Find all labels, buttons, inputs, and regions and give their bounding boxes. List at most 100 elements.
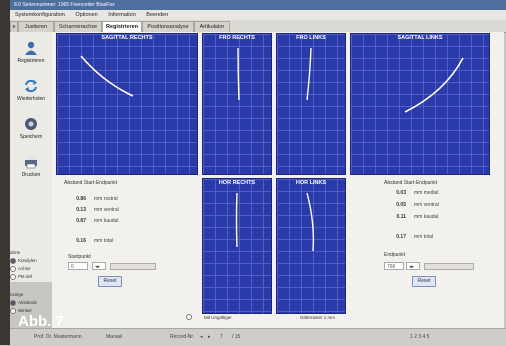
status-manual: Manuel [106, 334, 123, 340]
radio-kondylen[interactable] [10, 258, 16, 264]
left-row-total: 0.16 mm total [68, 238, 113, 244]
right-value-kaudal: 0.11 [396, 214, 406, 220]
startpunkt-field[interactable]: 0 [68, 262, 88, 270]
menu-information[interactable]: Information [108, 12, 136, 18]
plot-hor-rechts: HOR RECHTS [202, 178, 272, 314]
right-row-total: 0.17 mm total [388, 234, 433, 240]
tab-bar: e Justieren Scharnierachse Registrieren … [10, 20, 506, 33]
left-reset-button[interactable]: Reset [98, 276, 122, 287]
endpunkt-label: Endpunkt [384, 252, 406, 258]
save-icon [25, 118, 37, 130]
plot-title-fro-rechts: FRO RECHTS [219, 35, 255, 41]
radio-pkt-def[interactable] [10, 274, 16, 280]
startpunkt-slider[interactable] [110, 263, 156, 270]
startpunkt-label: Startpunkt [68, 254, 91, 260]
ungueltiger-label: Mit Ungültiger [204, 315, 232, 320]
right-row-kaudal: 0.11 mm kaudal [388, 214, 439, 220]
plot-sagittal-links: SAGITTAL LINKS [350, 33, 490, 175]
chevron-left-icon: ◂ [95, 264, 98, 270]
left-value-rostral: 0.86 [76, 196, 86, 202]
left-panel-header: Abstand Start-Endpunkt [64, 180, 118, 186]
registrieren-label: Registrieren [17, 58, 45, 64]
endpunkt-stepper[interactable]: ◂▸ [406, 262, 420, 270]
plot-title-fro-links: FRO LINKS [296, 35, 326, 41]
pkt-def-label: Pkt-def [18, 274, 33, 280]
repeat-icon [25, 79, 37, 93]
record-total: / 15 [232, 334, 241, 340]
option-abstaende[interactable]: Abstände [10, 300, 37, 306]
right-unit-kaudal: mm kaudal [414, 214, 439, 220]
person-icon [25, 41, 37, 55]
abstaende-label: Abstände [18, 300, 38, 306]
menu-systemkonfiguration[interactable]: Systemkonfiguration [15, 12, 65, 18]
right-panel-header: Abstand Start-Endpunkt [384, 180, 438, 186]
kondylen-label: Kondylen [18, 258, 37, 264]
trace-fro-rechts [237, 47, 240, 101]
window-title: 8.0 Seriennummer: 1065 Freecorder BlueFo… [14, 2, 115, 8]
right-row-medial: 0.03 mm medial [388, 190, 438, 196]
right-reset-button[interactable]: Reset [412, 276, 436, 287]
side-toolbar: Registrieren Wiederholen Speichern Druck… [10, 32, 52, 297]
record-value[interactable]: 7 [220, 334, 223, 340]
right-unit-medial: mm medial [414, 190, 439, 196]
left-unit-kaudal: mm kaudal [94, 218, 119, 224]
left-value-total: 0.16 [76, 238, 86, 244]
option-pkt-def[interactable]: Pkt-def [10, 274, 32, 280]
option-achse[interactable]: Achse [10, 266, 31, 272]
plot-sagittal-rechts: SAGITTAL RECHTS [56, 33, 198, 175]
plot-hor-links: HOR LINKS [276, 178, 346, 314]
wiederholen-button[interactable]: Wiederholen [10, 74, 52, 108]
tab-positionsanalyse[interactable]: Positionsanalyse [142, 21, 194, 32]
photo-edge [0, 0, 10, 345]
tab-registrieren[interactable]: Registrieren [102, 21, 142, 32]
option-winkel[interactable]: Winkel [10, 308, 32, 314]
menu-bar: Systemkonfiguration Optionen Information… [10, 10, 506, 20]
tab-artikulator[interactable]: Artikulator [194, 21, 230, 32]
registrieren-button[interactable]: Registrieren [10, 36, 52, 70]
right-value-medial: 0.03 [396, 190, 406, 196]
right-unit-ventral: mm ventral [414, 202, 439, 208]
right-value-ventral: 0.05 [396, 202, 406, 208]
toggle-ungueltiger[interactable] [186, 314, 194, 320]
trace-fro-links [306, 47, 312, 101]
endpunkt-slider[interactable] [424, 263, 474, 270]
grid-info-label: Gitterraster 1 mm [300, 315, 336, 320]
radio-winkel[interactable] [10, 308, 16, 314]
plot-fro-rechts: FRO RECHTS [202, 33, 272, 175]
left-row-kaudal: 0.87 mm kaudal [68, 218, 118, 224]
checkbox-ungueltiger[interactable] [186, 314, 192, 320]
winkel-label: Winkel [18, 308, 32, 314]
startpunkt-stepper[interactable]: ◂▸ [92, 262, 106, 270]
figure-label: Abb. 7 [18, 313, 64, 330]
tab-justieren[interactable]: Justieren [18, 21, 54, 32]
record-label: Record-Nr. [170, 334, 195, 340]
status-user: Prof. Dr. Mustermann [34, 334, 82, 340]
drucken-label: Drucken [21, 172, 41, 178]
plot-title-sagittal-rechts: SAGITTAL RECHTS [101, 35, 153, 41]
chevron-left-icon: ◂ [409, 264, 412, 270]
left-unit-ventral: mm ventral [94, 207, 119, 213]
endpunkt-field[interactable]: 766 [384, 262, 404, 270]
menu-beenden[interactable]: Beenden [146, 12, 169, 18]
record-next-button[interactable]: ▸ [208, 334, 211, 340]
achse-label: Achse [18, 266, 31, 272]
menu-optionen[interactable]: Optionen [75, 12, 98, 18]
right-value-total: 0.17 [396, 234, 406, 240]
speichern-button[interactable]: Speichern [10, 112, 52, 146]
radio-achse[interactable] [10, 266, 16, 272]
record-prev-button[interactable]: ◂ [200, 334, 203, 340]
tab-scharnierachse[interactable]: Scharnierachse [54, 21, 102, 32]
left-value-ventral: 0.13 [76, 207, 86, 213]
drucken-button[interactable]: Drucken [10, 150, 52, 184]
trace-sagittal-links [404, 57, 464, 113]
option-kondylen[interactable]: Kondylen [10, 258, 37, 264]
status-right: 1 2 3 4 5 [410, 334, 430, 340]
right-unit-total: mm total [414, 234, 434, 240]
anzeige-label: nzeige [10, 292, 24, 297]
left-unit-rostral: mm rostral [94, 196, 118, 202]
left-row-rostral: 0.86 mm rostral [68, 196, 118, 202]
tab-partial[interactable]: e [10, 21, 18, 32]
radio-abstaende[interactable] [10, 300, 16, 306]
plot-title-hor-rechts: HOR RECHTS [218, 180, 256, 186]
chevron-right-icon: ▸ [411, 264, 415, 270]
